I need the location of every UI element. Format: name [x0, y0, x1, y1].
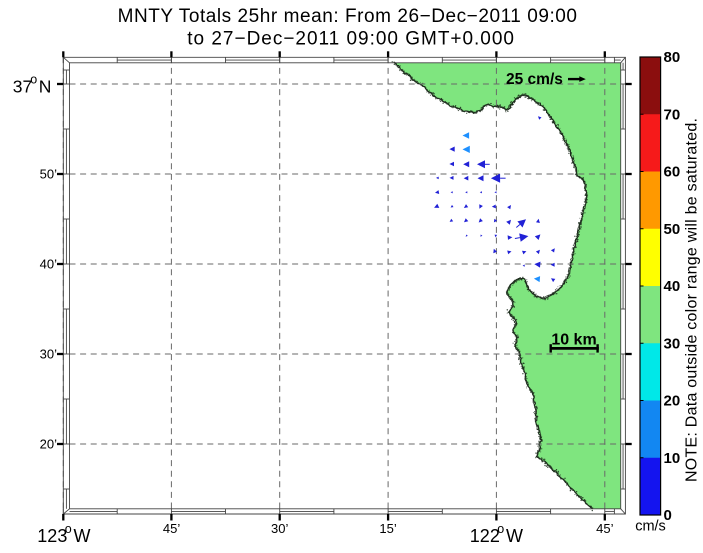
svg-text:0: 0 [664, 507, 672, 524]
svg-text:o: o [30, 72, 37, 86]
svg-text:W: W [506, 526, 523, 546]
svg-text:45’: 45’ [596, 521, 613, 536]
svg-text:W: W [74, 526, 91, 546]
svg-text:122: 122 [470, 526, 500, 546]
svg-text:70: 70 [664, 106, 681, 123]
svg-text:15’: 15’ [379, 521, 396, 536]
svg-text:40: 40 [664, 278, 681, 295]
svg-text:30’: 30’ [40, 347, 57, 362]
svg-text:20’: 20’ [40, 437, 57, 452]
svg-text:N: N [39, 76, 52, 96]
svg-text:25 cm/s: 25 cm/s [506, 71, 563, 88]
svg-text:50: 50 [664, 221, 681, 238]
svg-text:40’: 40’ [40, 257, 57, 272]
svg-text:to 27−Dec−2011 09:00 GMT+0.000: to 27−Dec−2011 09:00 GMT+0.000 [187, 28, 514, 49]
svg-text:37: 37 [13, 76, 32, 96]
svg-text:10 km: 10 km [551, 332, 596, 349]
svg-text:50’: 50’ [40, 167, 57, 182]
svg-text:o: o [65, 522, 72, 536]
svg-text:123: 123 [37, 526, 67, 546]
svg-text:cm/s: cm/s [635, 519, 666, 535]
svg-text:o: o [497, 522, 504, 536]
svg-text:80: 80 [664, 49, 681, 66]
svg-text:NOTE: Data outside color range: NOTE: Data outside color range will be s… [684, 118, 701, 482]
svg-text:30’: 30’ [271, 521, 288, 536]
svg-text:30: 30 [664, 335, 681, 352]
svg-text:20: 20 [664, 393, 681, 410]
svg-text:10: 10 [664, 450, 681, 467]
svg-text:MNTY Totals 25hr mean: From 26: MNTY Totals 25hr mean: From 26−Dec−2011 … [118, 6, 577, 27]
svg-text:60: 60 [664, 164, 681, 181]
svg-text:45’: 45’ [163, 521, 180, 536]
